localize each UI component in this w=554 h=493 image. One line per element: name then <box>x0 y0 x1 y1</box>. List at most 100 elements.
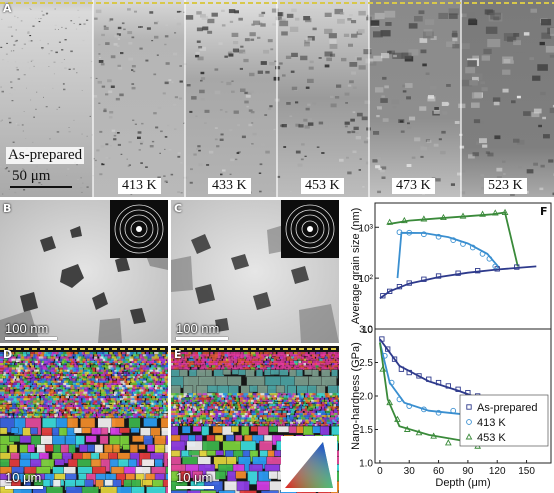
data-point-triangle <box>444 439 452 446</box>
data-point-square <box>426 376 432 382</box>
fit-line-2 <box>387 211 519 267</box>
panel-e-scale-bar <box>176 486 214 489</box>
data-point-circle <box>396 229 403 236</box>
hardness-tick-label: 2.0 <box>359 392 373 403</box>
data-point-circle <box>435 233 442 240</box>
x-tick-label: 0 <box>377 466 383 477</box>
panel-f-charts: 0 30 60 90 120 150 1.0 1.5 2.0 2.5 3.010 10² 10³ As-… <box>359 202 552 477</box>
data-point-square <box>435 273 442 279</box>
hardness-tick-label: 1.5 <box>359 425 373 436</box>
panel-e: E 10 μm <box>171 346 339 493</box>
data-point-square <box>421 276 427 282</box>
data-point-triangle <box>501 208 509 215</box>
temp-label-433: 433 K <box>208 178 251 194</box>
data-point-triangle <box>415 429 423 436</box>
data-point-circle <box>486 255 493 262</box>
legend-label: 413 K <box>477 417 506 429</box>
panel-b-label: B <box>3 202 12 215</box>
panel-a-scale-label: 50 μm <box>12 168 51 184</box>
data-point-square <box>455 270 461 276</box>
hardness-tick-label: 2.5 <box>359 358 373 369</box>
x-tick-label: 30 <box>404 466 416 477</box>
hardness-legend-box <box>459 394 549 447</box>
data-point-triangle <box>479 210 486 217</box>
data-point-triangle <box>459 212 467 219</box>
data-point-square <box>455 386 461 392</box>
x-tick-label: 90 <box>462 466 474 477</box>
data-point-square <box>406 280 412 286</box>
data-point-square <box>379 336 385 342</box>
panel-f: 0 30 60 90 120 150 1.0 1.5 2.0 2.5 3.0 10 10² 10³ As-… <box>342 200 554 493</box>
data-point-circle <box>388 379 395 386</box>
panel-b-tem-image <box>0 200 168 343</box>
data-point-circle <box>421 406 427 413</box>
data-point-square <box>466 404 472 410</box>
hardness-tick-label: 3.0 <box>359 325 373 336</box>
data-point-circle <box>460 241 466 247</box>
data-point-triangle <box>440 213 447 221</box>
temp-label-473: 473 K <box>392 178 435 194</box>
panel-b-scale-label: 100 nm <box>5 321 49 336</box>
legend-label: 453 K <box>477 432 506 444</box>
panel-d-scale-label: 10 μm <box>5 470 42 485</box>
data-point-square <box>406 369 412 376</box>
data-point-triangle <box>394 415 401 422</box>
panel-a: A As-prepared 50 μm 413 K 433 K 453 K 47… <box>0 0 554 197</box>
panel-e-label: E <box>174 348 182 361</box>
data-point-circle <box>421 231 427 238</box>
x-tick-label: 60 <box>433 466 445 477</box>
grain-size-tick-label: 10³ <box>359 223 374 234</box>
data-point-square <box>387 288 393 294</box>
hardness-tick-label: 1.0 <box>359 459 373 470</box>
data-point-circle <box>469 244 476 251</box>
panel-d-scale-bar <box>5 486 43 489</box>
panel-e-scale-label: 10 μm <box>176 470 213 485</box>
panel-f-label: F <box>540 205 548 218</box>
panel-d: D 10 μm <box>0 346 168 493</box>
temp-label-523: 523 K <box>484 178 527 194</box>
data-point-square <box>514 264 520 270</box>
fit-line-0 <box>379 265 537 300</box>
x-tick-label: 150 <box>518 466 535 477</box>
panel-a-scale-bar <box>10 186 72 188</box>
data-point-triangle <box>491 209 499 216</box>
x-tick-label: 120 <box>489 466 506 477</box>
data-point-square <box>380 293 386 299</box>
panel-b-scale-bar <box>5 337 57 340</box>
data-point-triangle <box>386 398 394 406</box>
panel-c-label: C <box>174 202 183 215</box>
temp-label-453: 453 K <box>301 178 344 194</box>
temp-label-413: 413 K <box>118 178 161 194</box>
data-point-circle <box>406 229 413 236</box>
panel-c-scale-label: 100 nm <box>176 321 220 336</box>
data-point-square <box>475 268 481 274</box>
data-point-square <box>445 383 451 389</box>
legend-label: As-prepared <box>477 402 538 414</box>
data-point-circle <box>406 403 413 409</box>
data-point-square <box>385 346 391 352</box>
data-point-triangle <box>400 216 408 224</box>
data-point-square <box>391 356 398 362</box>
panel-e-ebsd-map <box>171 346 339 493</box>
panel-d-label: D <box>3 348 13 361</box>
data-point-square <box>398 366 405 372</box>
data-point-triangle <box>403 425 411 432</box>
hardness-ylabel: Nano-hardness (GPa) <box>350 342 362 450</box>
data-point-circle <box>396 396 403 403</box>
data-point-square <box>396 284 403 290</box>
data-point-circle <box>450 407 457 414</box>
grain-size-tick-label: 10 <box>362 325 374 336</box>
as-prepared-label: As-prepared <box>6 147 85 164</box>
data-point-triangle <box>465 433 473 440</box>
panel-c-scale-bar <box>176 337 228 340</box>
data-point-triangle <box>420 215 428 222</box>
panel-a-micrograph <box>0 0 554 197</box>
data-point-triangle <box>386 218 394 225</box>
data-point-circle <box>435 409 442 416</box>
data-point-square <box>435 379 442 386</box>
hardness-xlabel: Depth (μm) <box>435 477 491 489</box>
data-point-triangle <box>379 365 387 372</box>
data-point-triangle <box>430 432 438 439</box>
data-point-circle <box>381 352 388 359</box>
grain-size-tick-label: 10² <box>359 274 374 285</box>
